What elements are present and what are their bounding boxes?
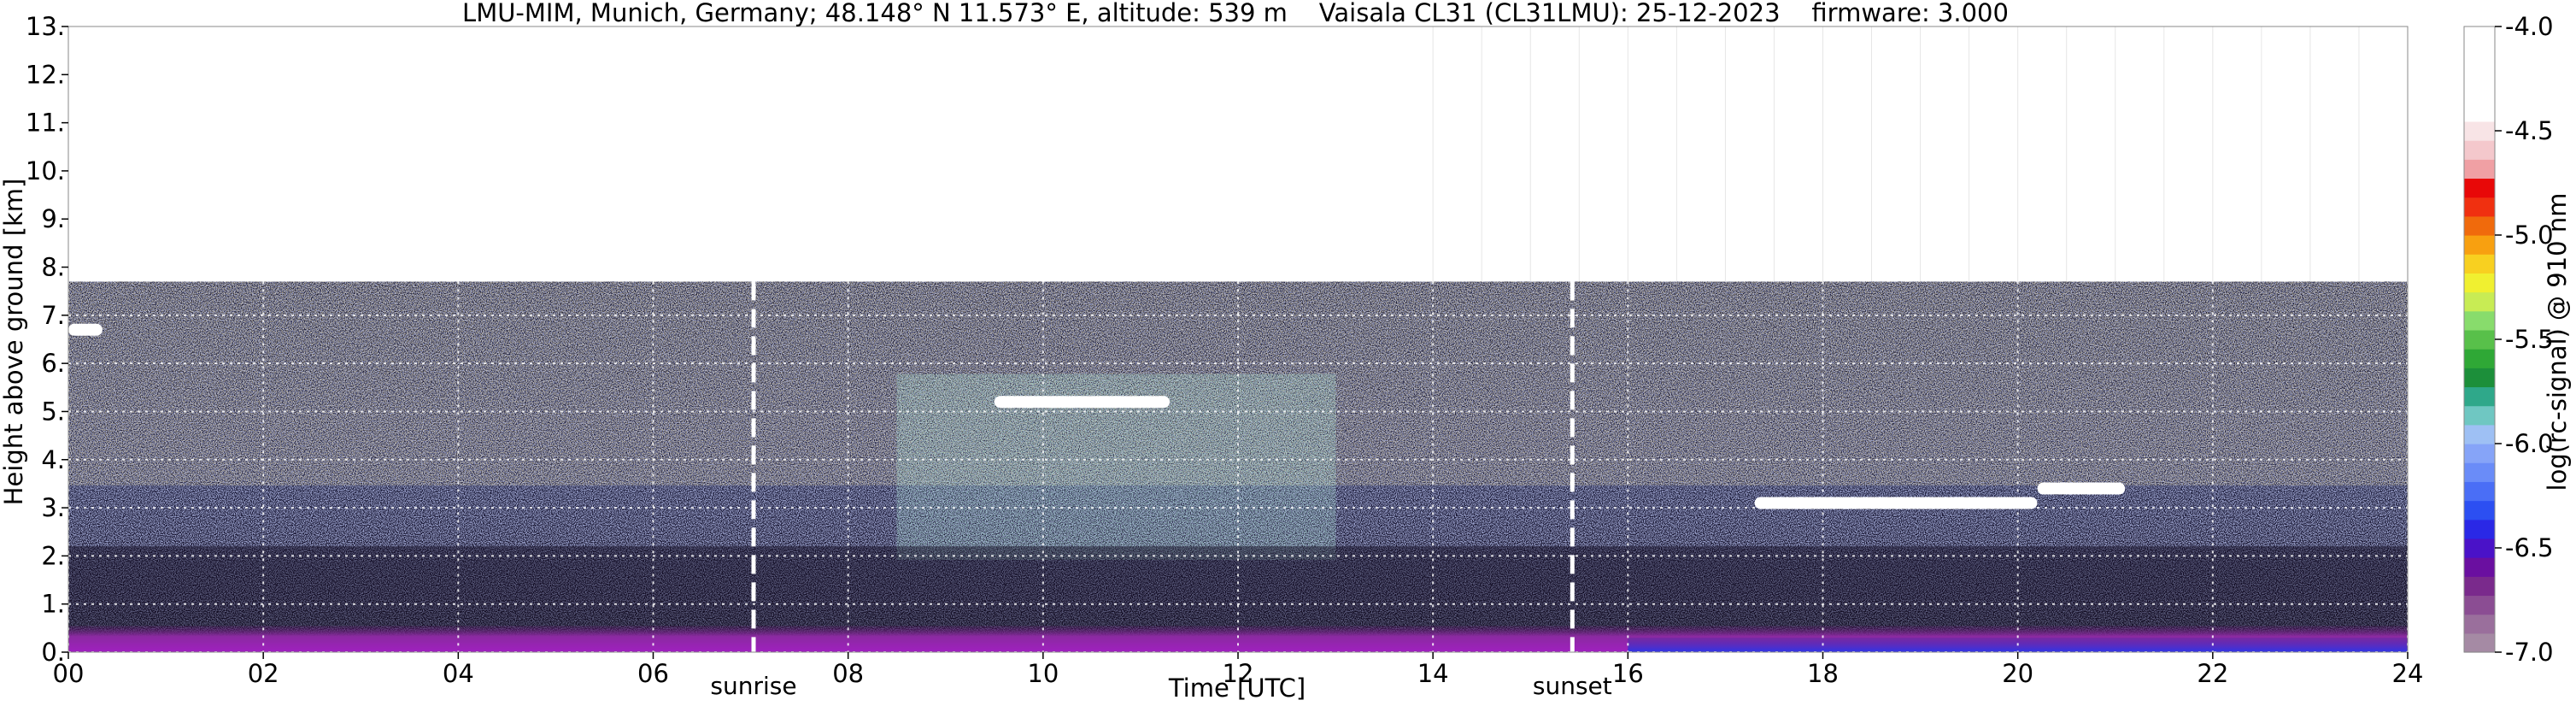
colorbar-segment xyxy=(2464,576,2495,597)
colorbar-segment xyxy=(2464,102,2495,122)
colorbar-tick-label: -5.5 xyxy=(2505,325,2554,354)
colorbar-tick-label: -7.0 xyxy=(2505,638,2554,667)
colorbar-segment xyxy=(2464,26,2495,46)
colorbar-segment xyxy=(2464,462,2495,482)
colorbar-segment xyxy=(2464,481,2495,502)
colorbar-segment xyxy=(2464,349,2495,368)
x-axis-label: Time [UTC] xyxy=(1168,674,1306,703)
x-tick-label: 16 xyxy=(1612,659,1644,688)
x-tick-label: 00 xyxy=(53,659,85,688)
x-tick-label: 12 xyxy=(1223,659,1254,688)
x-tick-label: 10 xyxy=(1027,659,1059,688)
colorbar-tick-label: -6.0 xyxy=(2505,429,2554,458)
y-axis-label: Height above ground [km] xyxy=(0,179,28,506)
y-tick-label: 13. xyxy=(26,12,65,41)
colorbar-segment xyxy=(2464,273,2495,293)
colorbar-tick-label: -6.5 xyxy=(2505,533,2554,562)
colorbar-segment xyxy=(2464,500,2495,521)
sun-marker-label: sunset xyxy=(1533,672,1612,700)
colorbar-segment xyxy=(2464,197,2495,217)
colorbar-segment xyxy=(2464,632,2495,653)
colorbar-segment xyxy=(2464,140,2495,160)
colorbar-segment xyxy=(2464,424,2495,444)
colorbar-segment xyxy=(2464,45,2495,65)
x-tick-label: 20 xyxy=(2002,659,2033,688)
x-tick-label: 14 xyxy=(1417,659,1449,688)
colorbar-label: log(rc-signal) @ 910 nm xyxy=(2543,193,2572,491)
colorbar-segment xyxy=(2464,254,2495,274)
cloud-layer xyxy=(2037,482,2126,495)
colorbar-segment xyxy=(2464,519,2495,539)
y-tick-label: 7. xyxy=(41,301,65,330)
colorbar-segment xyxy=(2464,386,2495,407)
y-tick-label: 8. xyxy=(41,253,65,282)
x-axis: 00 02 04 06 08 10 12 14 16 18 20 22 24 xyxy=(53,652,2424,688)
no-data-region xyxy=(68,26,2408,282)
x-tick-label: 08 xyxy=(832,659,864,688)
y-tick-label: 12. xyxy=(26,60,65,89)
y-axis: 0. 1. 2. 3. 4. 5. 6. 7. 8. 9. 10. 11. 12. 13. xyxy=(26,12,68,667)
y-tick-label: 6. xyxy=(41,349,65,378)
colorbar-segment xyxy=(2464,595,2495,615)
y-tick-label: 0. xyxy=(41,638,65,667)
cloud-layer xyxy=(68,323,103,336)
y-tick-label: 5. xyxy=(41,397,65,426)
colorbar-segment xyxy=(2464,310,2495,331)
y-tick-label: 4. xyxy=(41,445,65,474)
y-tick-label: 11. xyxy=(26,109,65,138)
colorbar-segment xyxy=(2464,444,2495,463)
colorbar-segment xyxy=(2464,121,2495,141)
colorbar-segment xyxy=(2464,83,2495,103)
colorbar-segment xyxy=(2464,178,2495,198)
cloud-layer xyxy=(994,396,1171,409)
sun-marker-label: sunrise xyxy=(710,672,796,700)
colorbar-tick-label: -5.0 xyxy=(2505,221,2554,250)
colorbar-segment xyxy=(2464,159,2495,179)
colorbar-segment xyxy=(2464,405,2495,426)
x-tick-label: 18 xyxy=(1807,659,1839,688)
colorbar-tick-label: -4.0 xyxy=(2505,12,2554,41)
x-tick-label: 06 xyxy=(637,659,669,688)
colorbar-segment xyxy=(2464,557,2495,577)
colorbar-segment xyxy=(2464,235,2495,255)
x-tick-label: 04 xyxy=(443,659,474,688)
y-tick-label: 2. xyxy=(41,541,65,570)
plot-area: sunrise sunset xyxy=(67,26,2409,700)
colorbar-segment xyxy=(2464,329,2495,350)
sun-markers: sunrise sunset xyxy=(710,281,1612,700)
colorbar-segment xyxy=(2464,64,2495,85)
colorbar: -7.0 -6.5 -6.0 -5.5 -5.0 -4.5 -4.0 xyxy=(2463,12,2554,667)
backscatter-field xyxy=(68,26,2408,652)
colorbar-segment xyxy=(2464,368,2495,388)
y-tick-label: 3. xyxy=(41,493,65,522)
colorbar-segment xyxy=(2464,538,2495,558)
colorbar-tick-label: -4.5 xyxy=(2505,116,2554,145)
chart-title: LMU-MIM, Munich, Germany; 48.148° N 11.5… xyxy=(462,0,2009,27)
colorbar-segment xyxy=(2464,215,2495,236)
colorbar-segment xyxy=(2464,614,2495,634)
colorbar-segment xyxy=(2464,291,2495,312)
x-tick-label: 02 xyxy=(248,659,279,688)
y-tick-label: 10. xyxy=(26,156,65,185)
x-tick-label: 22 xyxy=(2197,659,2228,688)
y-tick-label: 1. xyxy=(41,590,65,619)
x-tick-label: 24 xyxy=(2392,659,2424,688)
y-tick-label: 9. xyxy=(41,204,65,233)
cloud-layer xyxy=(1754,497,2038,509)
